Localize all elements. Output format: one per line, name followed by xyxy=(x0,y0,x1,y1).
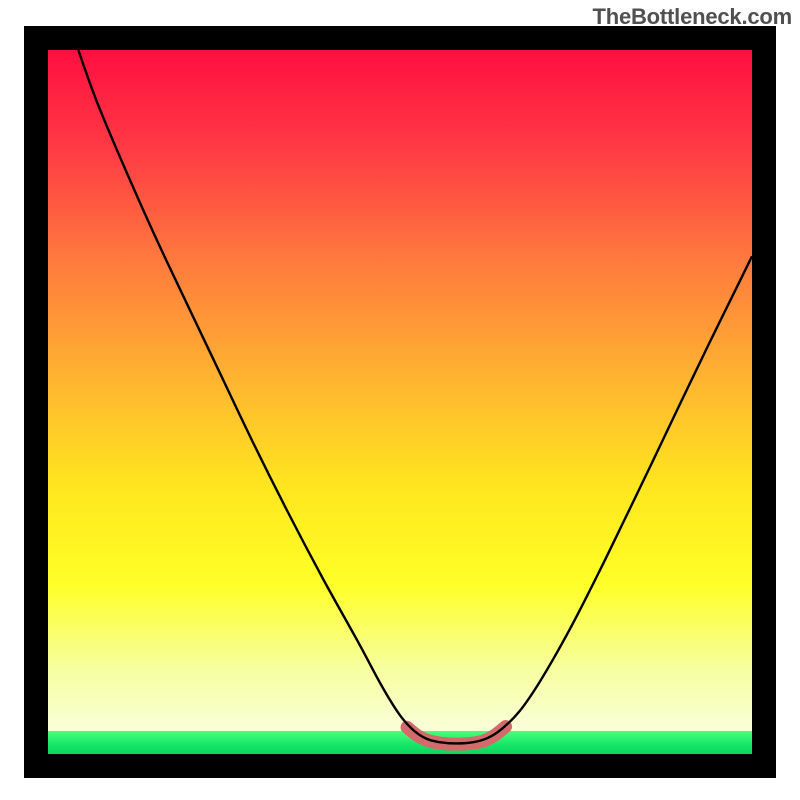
main-curve xyxy=(78,50,752,743)
watermark-text: TheBottleneck.com xyxy=(592,4,792,30)
curve-layer xyxy=(48,50,752,754)
chart-container: { "watermark": { "text": "TheBottleneck.… xyxy=(0,0,800,800)
plot-frame xyxy=(24,26,776,778)
